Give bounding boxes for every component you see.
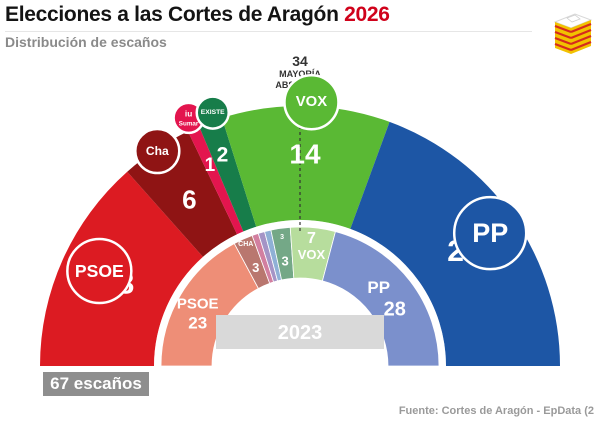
aragon-flag-ballot-box-icon (553, 13, 593, 54)
psoe-logo-circle (66, 237, 133, 305)
page-title: Elecciones a las Cortes de Aragón 2026 (5, 3, 390, 27)
source-note: Fuente: Cortes de Aragón - EpData (2 (398, 405, 594, 417)
vox-logo-circle (283, 73, 340, 131)
total-seats-badge: 67 escaños (43, 372, 149, 396)
inner-name-psoe: PSOE (177, 295, 219, 312)
outer-seats-vox: 14 (289, 139, 321, 170)
page-subtitle: Distribución de escaños (5, 34, 167, 50)
inner-year-label: 2023 (278, 322, 323, 344)
iu-sumar-logo-subtext: Sumar (179, 121, 199, 128)
inner-seats-pp: 28 (384, 299, 406, 321)
majority-value: 34 (292, 53, 308, 69)
outer-segment-iu-sumar (187, 126, 244, 235)
existe-logo-icon: EXISTE (195, 95, 230, 130)
inner-year-band (216, 315, 384, 349)
outer-seats-iu-sumar: 1 (205, 155, 216, 176)
psoe-logo-text: PSOE (75, 261, 124, 281)
outer-seats-cha: 6 (182, 184, 196, 214)
inner-name-vox: VOX (298, 247, 326, 262)
iu-sumar-logo-text: iu (185, 110, 192, 119)
outer-seats-existe: 2 (217, 143, 229, 166)
outer-segment-existe (199, 117, 257, 232)
pp-logo-circle (452, 195, 528, 271)
cha-logo-icon: Cha (134, 127, 181, 175)
inner-name-pp: PP (367, 278, 390, 297)
pp-logo-icon: PP (452, 195, 528, 271)
inner-name-cha: CHA (238, 241, 253, 248)
cha-logo-text: Cha (146, 144, 169, 158)
title-main: Elecciones a las Cortes de Aragón (5, 3, 339, 26)
outer-segment-vox (221, 106, 390, 229)
title-divider (5, 31, 532, 32)
pp-logo-text: PP (472, 218, 508, 248)
inner-seats-vox: 7 (307, 230, 316, 247)
title-year: 2026 (344, 3, 390, 26)
majority-label-line1: MAYORÍA (279, 69, 321, 79)
vox-logo-icon: VOX (283, 73, 340, 131)
existe-logo-circle (195, 95, 230, 130)
inner-seats-psoe: 23 (188, 313, 207, 332)
cha-logo-circle (134, 127, 181, 175)
inner-label-teruel-existe: 3 (280, 234, 284, 241)
inner-seats-cha: 3 (252, 260, 259, 275)
psoe-logo-icon: PSOE (66, 237, 133, 305)
existe-logo-text: EXISTE (201, 109, 225, 116)
vox-logo-text: VOX (296, 94, 327, 110)
inner-seats-teruel-existe: 3 (282, 254, 289, 269)
